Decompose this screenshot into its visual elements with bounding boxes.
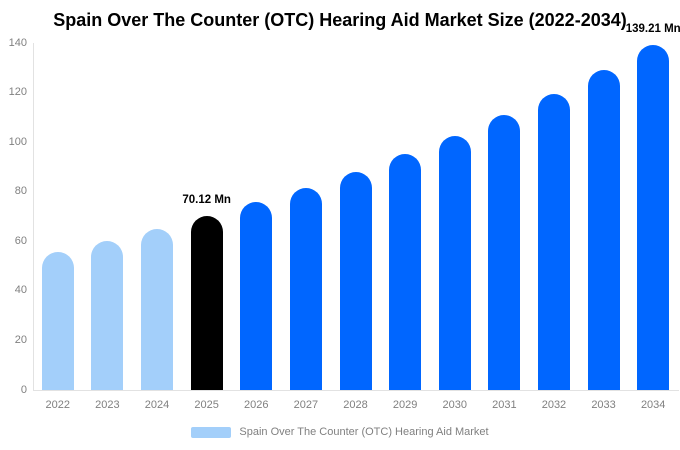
x-axis-label-2032: 2032 <box>541 399 567 411</box>
bar-2030[interactable] <box>438 135 471 390</box>
bar-2027[interactable] <box>289 187 322 390</box>
bar-2024[interactable] <box>141 228 174 390</box>
legend[interactable]: Spain Over The Counter (OTC) Hearing Aid… <box>0 426 680 438</box>
x-axis-label-2030: 2030 <box>442 399 467 411</box>
x-axis-label-2033: 2033 <box>591 399 616 411</box>
x-axis-label-2022: 2022 <box>45 399 71 411</box>
y-axis-tick-80: 80 <box>14 185 27 198</box>
x-axis-label-2024: 2024 <box>144 399 170 411</box>
bar-2031[interactable] <box>488 115 521 390</box>
bar-2032[interactable] <box>537 93 570 390</box>
y-axis-tick-0: 0 <box>20 383 27 396</box>
y-axis-tick-60: 60 <box>14 234 27 247</box>
y-axis-tick-140: 140 <box>8 36 27 49</box>
y-axis-tick-40: 40 <box>14 284 27 297</box>
x-axis-label-2026: 2026 <box>244 399 269 411</box>
x-axis-label-2027: 2027 <box>293 399 319 411</box>
y-axis-tick-100: 100 <box>8 135 27 148</box>
x-axis-label-2028: 2028 <box>343 399 368 411</box>
x-axis-label-2025: 2025 <box>194 399 219 411</box>
bar-value-label-2025: 70.12 Mn <box>182 194 231 207</box>
legend-swatch-icon <box>191 426 232 438</box>
x-axis-label-2031: 2031 <box>492 399 517 411</box>
bar-2026[interactable] <box>240 202 273 390</box>
x-axis-label-2023: 2023 <box>95 399 120 411</box>
bar-2025[interactable] <box>190 216 223 390</box>
bar-2029[interactable] <box>389 154 422 390</box>
bar-2028[interactable] <box>339 171 372 390</box>
bar-value-label-2034: 139.21 Mn <box>625 22 680 35</box>
bar-2034[interactable] <box>637 44 670 390</box>
bar-2033[interactable] <box>587 70 620 390</box>
y-axis-tick-20: 20 <box>14 333 27 346</box>
bar-2023[interactable] <box>91 240 124 390</box>
x-axis-label-2029: 2029 <box>392 399 418 411</box>
chart-title: Spain Over The Counter (OTC) Hearing Aid… <box>53 10 627 30</box>
legend-label: Spain Over The Counter (OTC) Hearing Aid… <box>239 426 489 438</box>
bar-2022[interactable] <box>41 251 74 390</box>
x-axis-label-2034: 2034 <box>640 399 666 411</box>
y-axis-tick-120: 120 <box>8 86 27 99</box>
